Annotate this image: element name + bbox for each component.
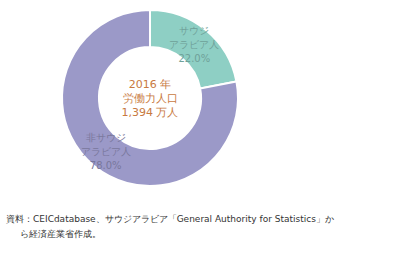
data-label-line: アラビア人 <box>169 39 219 50</box>
data-label: 非サウジアラビア人 78.0% <box>81 132 131 171</box>
center-text: 労働力人口 <box>123 92 178 105</box>
data-label-line: 78.0% <box>90 160 122 171</box>
source-text: ら経済産業省作成。 <box>20 229 101 239</box>
data-label: サウジアラビア人 22.0% <box>169 25 219 64</box>
slice <box>150 10 236 88</box>
data-label-line: 非サウジ <box>86 132 126 143</box>
data-label-line: サウジ <box>179 25 209 36</box>
donut <box>62 10 238 186</box>
slice <box>62 10 238 186</box>
center-text: 2016 年 <box>129 78 172 91</box>
source-text: 資料：CEICdatabase、サウジアラビア「General Authorit… <box>6 214 334 224</box>
data-label-line: 22.0% <box>178 53 210 64</box>
center-text: 1,394 万人 <box>122 106 179 119</box>
data-label-line: アラビア人 <box>81 146 131 157</box>
chart: サウジアラビア人22.0%非サウジアラビア人78.0%2016 年労働力人口1,… <box>0 0 408 271</box>
